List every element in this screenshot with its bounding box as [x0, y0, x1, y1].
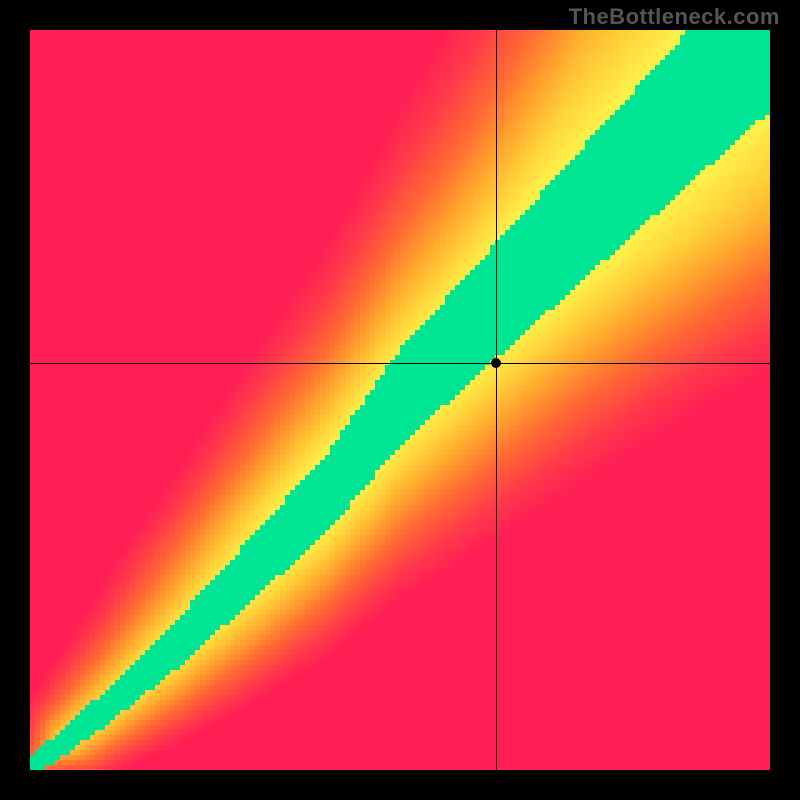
heatmap-plot	[30, 30, 770, 770]
heatmap-canvas	[30, 30, 770, 770]
crosshair-vertical	[496, 30, 497, 770]
crosshair-dot	[491, 358, 501, 368]
watermark-text: TheBottleneck.com	[569, 4, 780, 30]
crosshair-horizontal	[30, 363, 770, 364]
